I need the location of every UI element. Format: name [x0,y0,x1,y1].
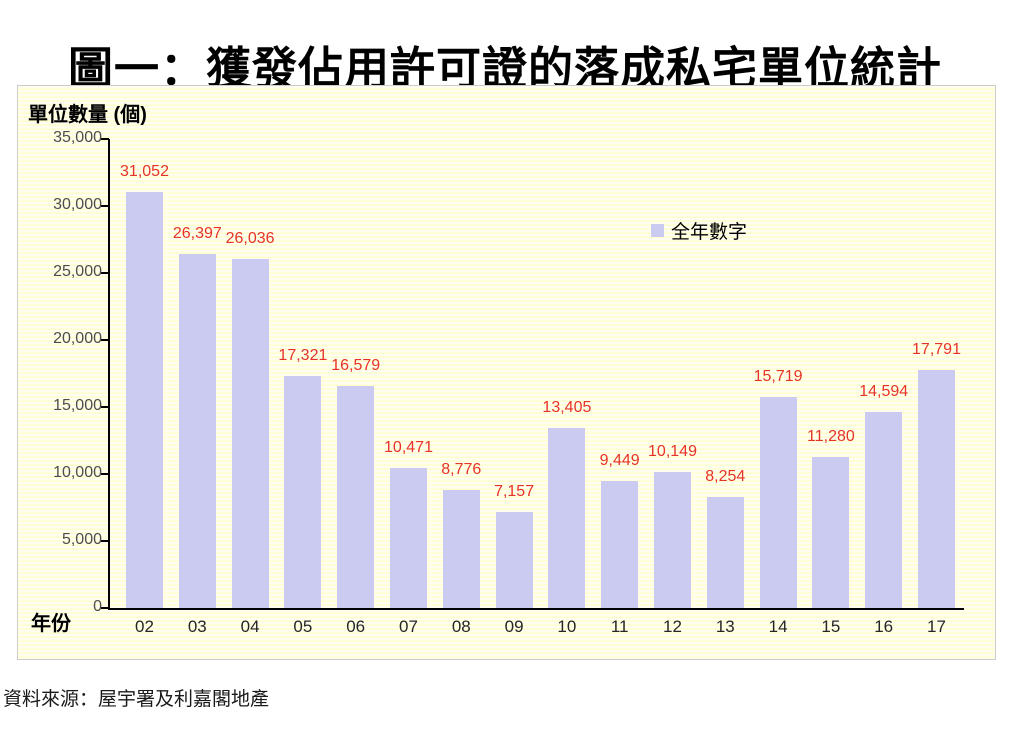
x-tick-label-14: 14 [768,617,788,636]
y-tick-label: 30,000 [53,196,102,213]
y-tick-mark [101,607,109,609]
legend-label: 全年數字 [671,222,748,243]
bar-12 [654,472,691,608]
bar-03 [178,254,216,608]
bar-value-label-06: 16,579 [331,356,381,374]
bar-value-label-02: 31,052 [120,162,169,180]
x-tick-label-13: 13 [715,617,735,636]
bar-value-label-13: 8,254 [705,468,746,486]
y-tick-label: 0 [93,598,102,615]
y-tick-label: 5,000 [61,531,102,548]
bar-08 [442,490,480,608]
x-tick-label-17: 17 [927,617,946,636]
y-tick-mark [101,406,109,408]
bar-16 [865,412,903,608]
bar-04 [231,259,269,608]
bar-17 [918,369,955,608]
bar-06 [337,385,375,608]
x-tick-label-10: 10 [557,617,577,636]
bar-value-label-03: 26,397 [172,225,222,243]
x-tick-label-07: 07 [399,617,418,636]
y-axis-line [108,139,110,610]
bar-11 [601,481,639,608]
x-tick-label-16: 16 [874,617,894,636]
bar-value-label-07: 10,471 [384,438,433,456]
bar-value-label-14: 15,719 [753,368,803,386]
bar-05 [284,375,322,608]
bar-value-label-11: 9,449 [599,452,640,470]
bar-value-label-04: 26,036 [225,230,275,248]
bar-value-label-05: 17,321 [278,346,328,364]
y-tick-label: 20,000 [53,330,102,347]
bar-value-label-09: 7,157 [494,483,535,501]
bar-13 [706,497,744,608]
bar-07 [390,467,427,608]
y-tick-mark [101,272,109,274]
y-tick-label: 35,000 [53,129,102,146]
bar-value-label-15: 11,280 [807,427,855,445]
bar-value-label-10: 13,405 [542,399,592,417]
y-tick-label: 15,000 [53,397,102,414]
bar-14 [759,397,797,608]
y-tick-mark [101,138,109,140]
bar-value-label-08: 8,776 [441,461,482,479]
legend: 全年數字 [651,217,747,244]
bar-10 [548,428,586,608]
y-tick-mark [101,205,109,207]
x-tick-label-06: 06 [346,617,366,636]
x-tick-label-08: 08 [451,617,471,636]
y-axis-label: 單位數量 (個) [28,104,147,126]
bar-value-label-17: 17,791 [912,340,961,358]
x-tick-label-04: 04 [240,617,260,636]
x-tick-label-12: 12 [663,617,682,636]
bar-02 [126,191,163,608]
y-tick-mark [101,540,109,542]
legend-marker-icon [651,224,664,237]
bar-15 [812,456,850,608]
y-tick-label: 10,000 [53,464,102,481]
x-tick-label-15: 15 [821,617,841,636]
source-note: 資料來源：屋宇署及利嘉閣地產 [3,689,270,710]
y-tick-mark [101,473,109,475]
chart-plot-area: 單位數量 (個) 年份 0 5,000 10,000 15,000 20,000 25,0… [17,85,996,660]
y-tick-label: 25,000 [53,263,102,280]
x-tick-label-02: 02 [135,617,154,636]
x-tick-label-11: 11 [610,617,629,636]
bar-value-label-12: 10,149 [648,443,697,460]
x-tick-label-09: 09 [504,617,524,636]
x-tick-label-03: 03 [187,617,207,636]
bar-value-label-16: 14,594 [859,383,909,401]
x-axis-line [108,608,964,610]
bar-09 [495,512,533,608]
x-axis-label: 年份 [31,613,71,635]
x-tick-label-05: 05 [293,617,313,636]
y-tick-mark [101,339,109,341]
